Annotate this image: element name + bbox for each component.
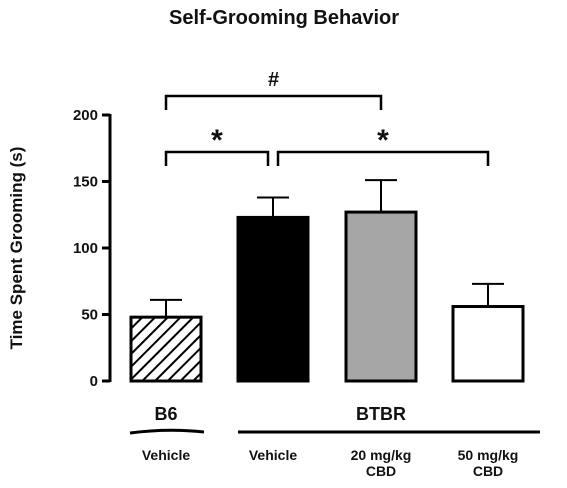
- bar-2: [344, 210, 418, 383]
- sig-bracket-2: [276, 150, 490, 166]
- y-tick-label-1: 50: [81, 307, 98, 324]
- y-tick-label-2: 100: [73, 240, 98, 257]
- significance-brackets: # * *: [164, 69, 490, 166]
- group-line-b6: [129, 428, 205, 435]
- group-label-0: B6: [154, 404, 177, 424]
- category-label-1-0: Vehicle: [249, 447, 297, 463]
- chart-title: Self-Grooming Behavior: [169, 7, 399, 29]
- group-label-1: BTBR: [356, 404, 406, 424]
- bar-0: [129, 315, 203, 383]
- sig-label-0: #: [268, 69, 279, 91]
- bar-3: [451, 305, 525, 383]
- category-label-3-1: CBD: [473, 463, 503, 479]
- category-label-2-1: CBD: [366, 463, 396, 479]
- sig-bracket-0: [164, 94, 383, 110]
- group-labels: B6 BTBR: [129, 404, 540, 435]
- y-axis-label: Time Spent Grooming (s): [7, 147, 26, 350]
- y-axis: 0 50 100 150 200: [73, 107, 112, 390]
- sig-bracket-1: [164, 150, 270, 166]
- y-tick-label-4: 200: [73, 107, 98, 124]
- bars: [129, 179, 525, 383]
- category-label-0-0: Vehicle: [142, 447, 190, 463]
- sig-label-2: *: [377, 124, 389, 157]
- y-tick-label-3: 150: [73, 174, 98, 191]
- y-tick-label-0: 0: [90, 373, 98, 390]
- sig-label-1: *: [211, 124, 223, 157]
- category-label-2-0: 20 mg/kg: [351, 447, 412, 463]
- category-label-3-0: 50 mg/kg: [458, 447, 519, 463]
- bar-1: [236, 215, 310, 383]
